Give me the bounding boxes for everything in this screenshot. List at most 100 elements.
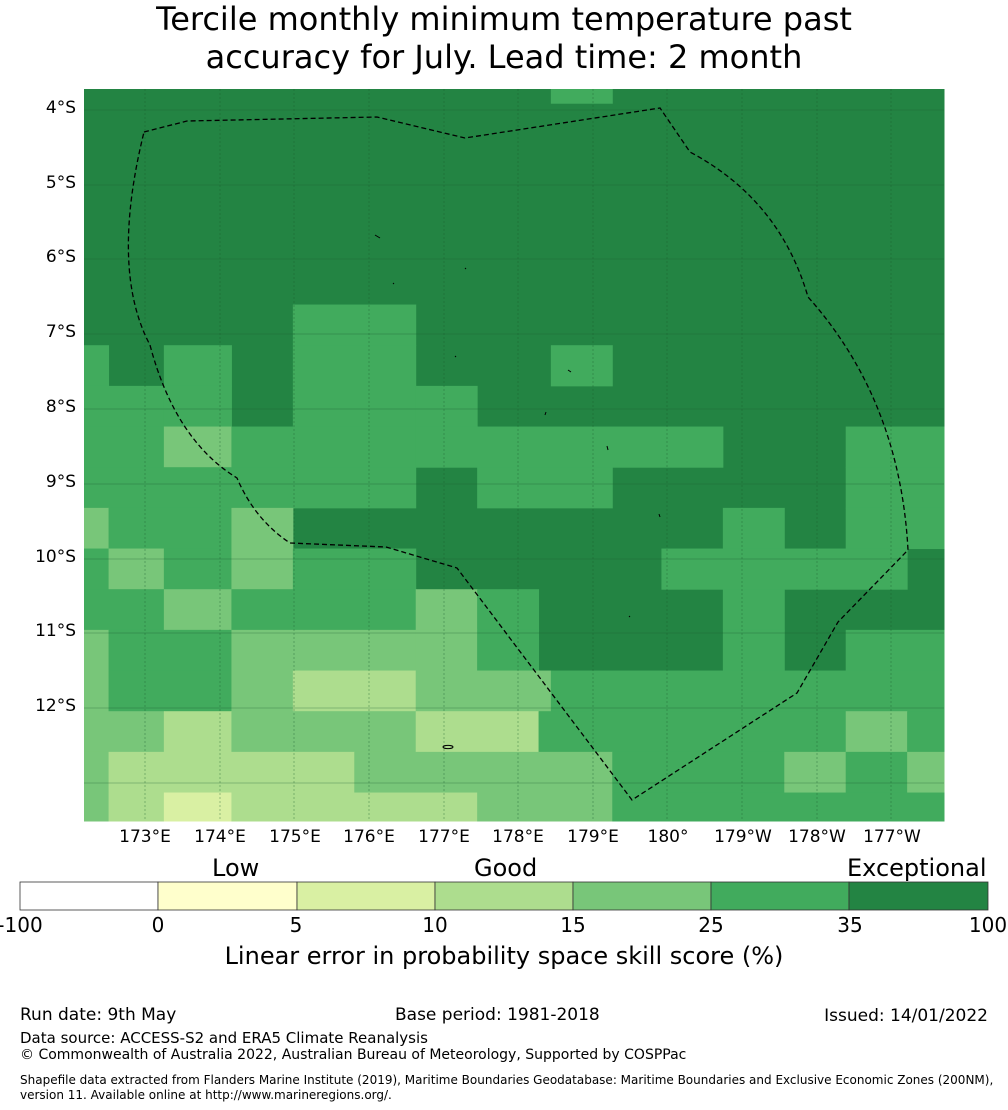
grid-cell [108,548,165,590]
issued-date: Issued: 14/01/2022 [824,1006,988,1026]
lon-label: 177°W [863,827,921,847]
grid-cell [722,589,785,631]
category-exceptional: Exceptional [847,854,987,882]
colorbar-segment [710,881,850,911]
grid-cell [612,751,785,794]
lat-label: 6°S [45,247,76,267]
base-period: Base period: 1981-2018 [395,1005,600,1025]
lon-label: 173°E [119,827,171,847]
grid-cell [415,589,478,631]
island [658,513,661,518]
lon-label: 176°E [343,827,395,847]
grid-cell [84,385,165,428]
grid-cell [907,751,945,794]
grid-cell [784,751,847,794]
colorbar-label: Linear error in probability space skill … [224,942,784,970]
grid-cell [231,670,294,712]
lat-label: 11°S [35,621,76,641]
grid-cell [108,670,232,712]
grid-cell [292,548,417,590]
grid-cell [477,792,613,822]
grid-cell [477,589,540,631]
colorbar-segment [848,881,989,911]
grid-cell [722,507,785,550]
grid-cell [163,345,232,387]
grid-cell [108,507,232,550]
colorbar-tick: 10 [422,913,448,937]
island [442,744,454,750]
grid-cell [163,792,232,822]
grid-cell [84,426,165,468]
colorbar-segment [434,881,574,911]
grid-cell [84,345,110,387]
colorbar-tick: 15 [560,913,586,937]
grid-cell [163,548,232,590]
colorbar-tick: 100 [968,913,1008,937]
grid-cell [354,792,478,822]
grid-cell [477,467,613,509]
category-low: Low [212,854,260,882]
grid-cell [415,711,540,753]
lat-label: 5°S [45,173,76,193]
shapefile-credit-2: version 11. Available online at http://w… [20,1088,392,1102]
lon-label: 174°E [194,827,246,847]
shapefile-credit-1: Shapefile data extracted from Flanders M… [20,1073,994,1087]
grid-cell [163,589,232,631]
category-good: Good [474,854,538,882]
island [567,369,572,373]
lon-label: 178°W [788,827,846,847]
lon-label: 177°E [418,827,470,847]
lon-label: 180° [647,827,689,847]
grid-cell [845,751,908,794]
lon-label: 175°E [269,827,321,847]
lat-label: 12°S [35,696,76,716]
title-line-1: Tercile monthly minimum temperature past [156,0,852,38]
colorbar-tick: 25 [698,913,724,937]
grid-cell [845,629,945,672]
colorbar-tick: 35 [837,913,863,937]
grid-cell [231,507,294,550]
grid-cell [845,507,945,550]
colorbar-segment [19,881,159,911]
grid-cell [907,711,945,753]
grid-cell [231,792,355,822]
grid-cell [415,629,478,672]
grid-cell [84,589,165,631]
island [392,282,395,285]
graticule [84,89,944,821]
grid-cell [845,711,908,753]
colorbar-segment [572,881,712,911]
colorbar-segment [296,881,436,911]
grid-cell [163,385,232,428]
lat-label: 7°S [45,322,76,342]
grid-cell [292,304,417,346]
grid-cell [84,711,165,753]
island [628,615,631,618]
lat-label: 10°S [35,547,76,567]
grid-cell [354,751,613,794]
grid-cell [108,792,165,822]
grid-cell [550,345,613,387]
grid-cell [84,629,110,672]
grid-cell [84,548,110,590]
grid-cell [292,345,417,428]
grid-cell [415,670,552,712]
grid-cell [108,751,355,794]
grid-cell [292,670,417,712]
grid-cell [538,711,847,753]
grid-cell [231,548,294,590]
grid-cell [84,670,110,712]
grid-cell [550,670,945,712]
grid-cell [231,589,417,631]
map-title: Tercile monthly minimum temperature past… [0,0,1008,76]
colorbar-tick: -100 [0,913,43,937]
islands [374,234,661,750]
title-line-2: accuracy for July. Lead time: 2 month [205,38,803,76]
grid-cell [231,426,417,468]
grid-cell [661,548,908,590]
grid-cell [108,629,232,672]
lon-label: 179°W [714,827,772,847]
grid-cell [612,792,945,822]
grid-cell [231,711,417,753]
